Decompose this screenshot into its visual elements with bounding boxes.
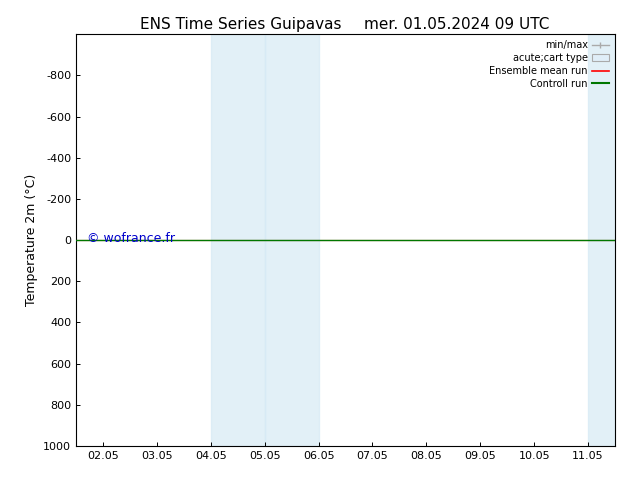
Bar xyxy=(265,34,319,446)
Text: © wofrance.fr: © wofrance.fr xyxy=(87,232,175,245)
Legend: min/max, acute;cart type, Ensemble mean run, Controll run: min/max, acute;cart type, Ensemble mean … xyxy=(486,36,613,93)
Bar xyxy=(210,34,265,446)
Text: mer. 01.05.2024 09 UTC: mer. 01.05.2024 09 UTC xyxy=(364,17,549,32)
Bar xyxy=(588,34,634,446)
Text: ENS Time Series Guipavas: ENS Time Series Guipavas xyxy=(140,17,342,32)
Y-axis label: Temperature 2m (°C): Temperature 2m (°C) xyxy=(25,174,37,306)
